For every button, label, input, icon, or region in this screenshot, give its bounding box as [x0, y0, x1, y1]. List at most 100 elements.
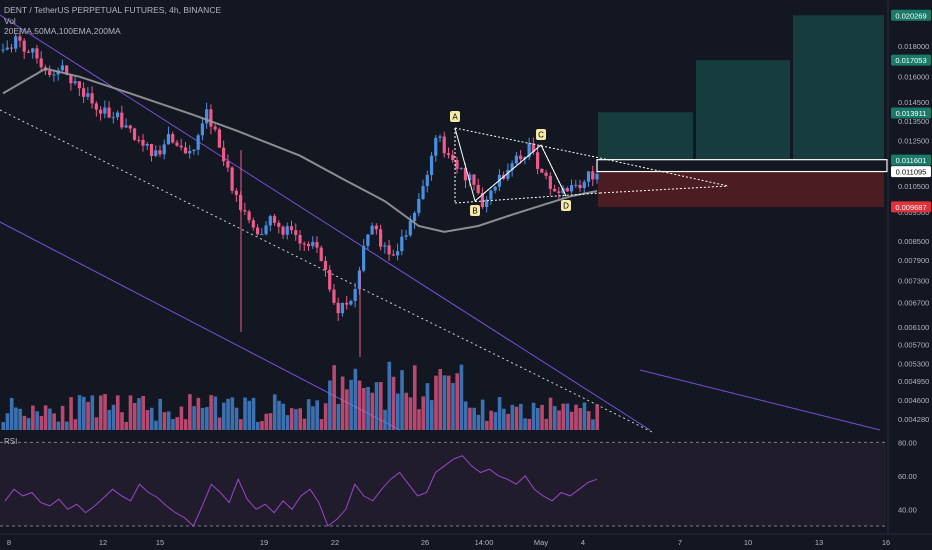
- candle-body: [302, 243, 306, 245]
- volume-bar: [239, 419, 243, 430]
- volume-bar: [455, 373, 459, 430]
- price-label-box: [891, 54, 931, 66]
- ma-legend: 20EMA,50MA,100EMA,200MA: [4, 26, 121, 36]
- price-tick: 0.007900: [898, 256, 929, 265]
- candle-body: [94, 103, 98, 110]
- candle-body: [417, 198, 421, 213]
- volume-bar: [574, 404, 578, 430]
- volume-bar: [349, 379, 353, 430]
- price-label-box: [891, 107, 931, 119]
- candle-body: [446, 153, 451, 155]
- candle-body: [345, 302, 349, 305]
- price-tick: 0.012500: [898, 137, 929, 146]
- volume-bar: [43, 405, 48, 430]
- volume-bar: [493, 412, 498, 430]
- price-tick: 0.013500: [898, 117, 929, 126]
- price-label-box: [891, 154, 931, 166]
- candle-body: [52, 74, 56, 76]
- volume-bar: [166, 411, 171, 430]
- volume-bar: [442, 375, 447, 430]
- volume-bar: [510, 404, 515, 430]
- pattern-label-box: [470, 205, 480, 216]
- candle-body: [408, 221, 412, 236]
- volume-bar: [332, 365, 336, 430]
- price-label-box: [891, 201, 931, 213]
- candle-body: [319, 247, 323, 262]
- candle-body: [404, 235, 408, 237]
- candle-body: [154, 150, 158, 156]
- volume-bar: [506, 413, 510, 430]
- volume-bar: [323, 403, 328, 430]
- volume-bar: [141, 396, 146, 430]
- volume-bar: [26, 418, 31, 430]
- pattern-label-box: [561, 200, 571, 211]
- pattern-label-c: C: [538, 131, 544, 140]
- volume-bar: [582, 402, 587, 430]
- volume-bar: [463, 401, 468, 430]
- candle-body: [247, 211, 251, 221]
- candle-body: [98, 109, 103, 114]
- candle-body: [281, 226, 285, 235]
- time-tick: 13: [815, 538, 823, 547]
- entry-box: [596, 159, 888, 173]
- candle-body: [230, 167, 234, 191]
- candle-body: [9, 47, 14, 49]
- candle-body: [438, 136, 442, 138]
- volume-bar: [77, 395, 82, 430]
- candle-body: [209, 109, 213, 127]
- volume-bar: [179, 406, 184, 430]
- volume-bar: [230, 397, 235, 430]
- price-tick: 0.005700: [898, 341, 929, 350]
- channel-upper-ext: [639, 369, 881, 431]
- volume-bar: [480, 399, 485, 430]
- candle-body: [451, 154, 455, 161]
- volume-bar: [502, 408, 506, 430]
- candle-body: [531, 143, 535, 153]
- volume-bar: [111, 404, 116, 430]
- volume-bar: [421, 396, 426, 430]
- volume-bar: [22, 415, 27, 430]
- volume-bar: [391, 376, 396, 430]
- candle-body: [26, 51, 31, 53]
- candle-body: [510, 163, 514, 170]
- volume-bar: [544, 418, 549, 430]
- price-tick: 0.004950: [898, 377, 929, 386]
- candle-body: [264, 225, 268, 235]
- pattern-dashed: [454, 192, 601, 204]
- candle-body: [519, 155, 523, 160]
- volume-bar: [408, 397, 413, 430]
- volume-bar: [387, 361, 392, 430]
- volume-bar: [188, 394, 192, 430]
- volume-bar: [243, 397, 247, 430]
- candle-body: [60, 65, 64, 71]
- volume-bar: [154, 420, 158, 430]
- volume-bar: [255, 421, 260, 430]
- candle-body: [311, 242, 315, 247]
- candle-body: [149, 143, 154, 156]
- candle-body: [412, 212, 417, 222]
- candle-body: [260, 234, 264, 236]
- volume-bar: [302, 418, 307, 430]
- volume-bar: [65, 421, 69, 430]
- candle-body: [370, 225, 374, 235]
- price-tick: 0.014500: [898, 98, 929, 107]
- volume-bar: [459, 364, 464, 430]
- volume-bar: [306, 399, 311, 430]
- candle-body: [455, 160, 459, 169]
- volume-bar: [124, 421, 129, 430]
- candle-body: [255, 227, 260, 235]
- candle-body: [285, 226, 289, 235]
- candle-body: [391, 254, 395, 256]
- candle-body: [493, 186, 497, 191]
- volume-bar: [468, 407, 472, 430]
- candle-body: [234, 190, 238, 195]
- pattern-point-c: C: [536, 129, 546, 140]
- volume-bar: [272, 394, 277, 430]
- candle-body: [544, 172, 548, 176]
- volume-bar: [412, 365, 417, 430]
- candle-body: [226, 161, 230, 168]
- candle-body: [374, 225, 378, 230]
- candle-body: [306, 244, 311, 247]
- volume-bar: [552, 406, 557, 430]
- volume-bar: [434, 375, 438, 430]
